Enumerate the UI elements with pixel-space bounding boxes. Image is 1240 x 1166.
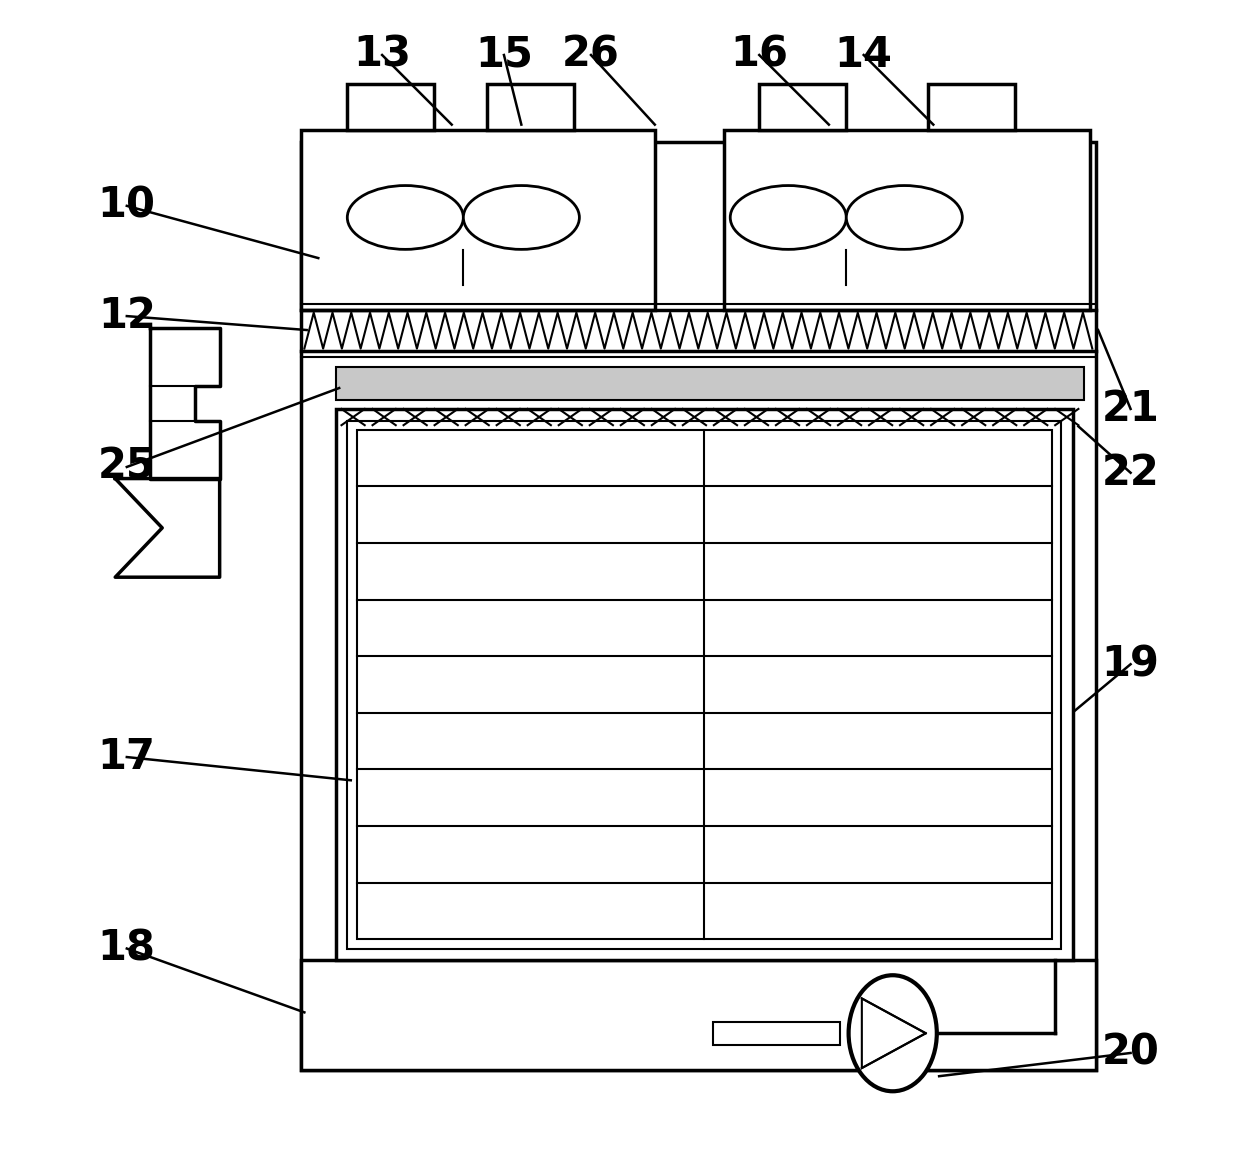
Text: 18: 18	[98, 927, 156, 970]
Ellipse shape	[848, 975, 936, 1091]
Bar	[301, 960, 1096, 1070]
Bar	[713, 1021, 841, 1045]
Text: 25: 25	[98, 445, 156, 487]
Text: 15: 15	[475, 34, 533, 76]
Bar	[301, 142, 1096, 1070]
Bar	[336, 409, 1073, 960]
Bar	[347, 84, 434, 131]
Text: 16: 16	[730, 34, 789, 76]
Bar	[336, 367, 1084, 400]
Bar	[486, 84, 574, 131]
Text: 19: 19	[1101, 644, 1159, 686]
Bar	[347, 421, 1061, 948]
Ellipse shape	[464, 185, 579, 250]
Ellipse shape	[846, 185, 962, 250]
Text: 26: 26	[562, 34, 620, 76]
Text: 22: 22	[1101, 451, 1159, 493]
Bar	[357, 430, 1052, 940]
Bar	[928, 84, 1014, 131]
Bar	[301, 131, 655, 310]
Ellipse shape	[730, 185, 846, 250]
Text: 17: 17	[98, 736, 156, 778]
Bar	[759, 84, 846, 131]
Text: 10: 10	[98, 185, 156, 227]
Ellipse shape	[347, 185, 464, 250]
Bar	[724, 131, 1090, 310]
Text: 13: 13	[353, 34, 412, 76]
Text: 12: 12	[98, 295, 156, 337]
Text: 14: 14	[835, 34, 893, 76]
Text: 21: 21	[1101, 388, 1159, 430]
Text: 20: 20	[1101, 1032, 1159, 1074]
